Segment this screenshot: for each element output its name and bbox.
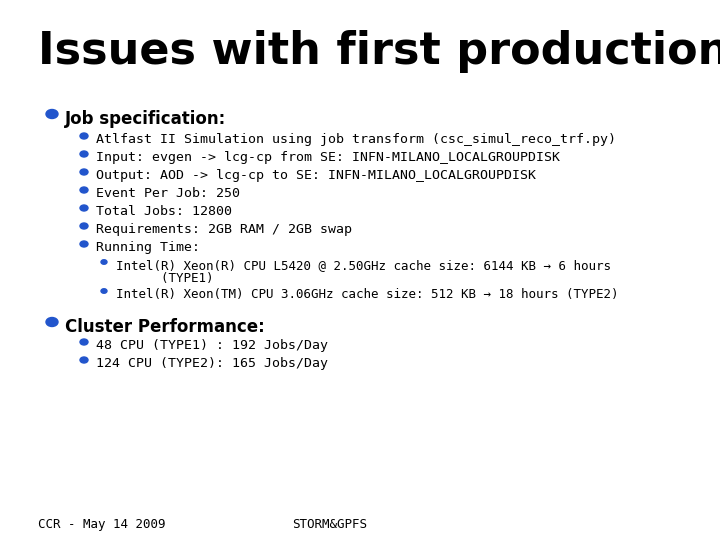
- Text: Cluster Performance:: Cluster Performance:: [65, 318, 265, 336]
- Text: Intel(R) Xeon(R) CPU L5420 @ 2.50GHz cache size: 6144 KB → 6 hours: Intel(R) Xeon(R) CPU L5420 @ 2.50GHz cac…: [116, 259, 611, 272]
- Text: CCR - May 14 2009: CCR - May 14 2009: [38, 518, 166, 531]
- Text: 48 CPU (TYPE1) : 192 Jobs/Day: 48 CPU (TYPE1) : 192 Jobs/Day: [96, 339, 328, 352]
- Text: Input: evgen -> lcg-cp from SE: INFN-MILANO_LOCALGROUPDISK: Input: evgen -> lcg-cp from SE: INFN-MIL…: [96, 151, 560, 164]
- Text: Requirements: 2GB RAM / 2GB swap: Requirements: 2GB RAM / 2GB swap: [96, 223, 352, 236]
- Text: Event Per Job: 250: Event Per Job: 250: [96, 187, 240, 200]
- Text: STORM&GPFS: STORM&GPFS: [292, 518, 367, 531]
- Text: Running Time:: Running Time:: [96, 241, 200, 254]
- Text: (TYPE1): (TYPE1): [116, 272, 214, 285]
- Text: Job specification:: Job specification:: [65, 110, 226, 128]
- Text: Issues with first production run: Issues with first production run: [38, 30, 720, 73]
- Text: Intel(R) Xeon(TM) CPU 3.06GHz cache size: 512 KB → 18 hours (TYPE2): Intel(R) Xeon(TM) CPU 3.06GHz cache size…: [116, 288, 618, 301]
- Text: 124 CPU (TYPE2): 165 Jobs/Day: 124 CPU (TYPE2): 165 Jobs/Day: [96, 357, 328, 370]
- Text: Output: AOD -> lcg-cp to SE: INFN-MILANO_LOCALGROUPDISK: Output: AOD -> lcg-cp to SE: INFN-MILANO…: [96, 169, 536, 182]
- Text: Total Jobs: 12800: Total Jobs: 12800: [96, 205, 232, 218]
- Text: Atlfast II Simulation using job transform (csc_simul_reco_trf.py): Atlfast II Simulation using job transfor…: [96, 133, 616, 146]
